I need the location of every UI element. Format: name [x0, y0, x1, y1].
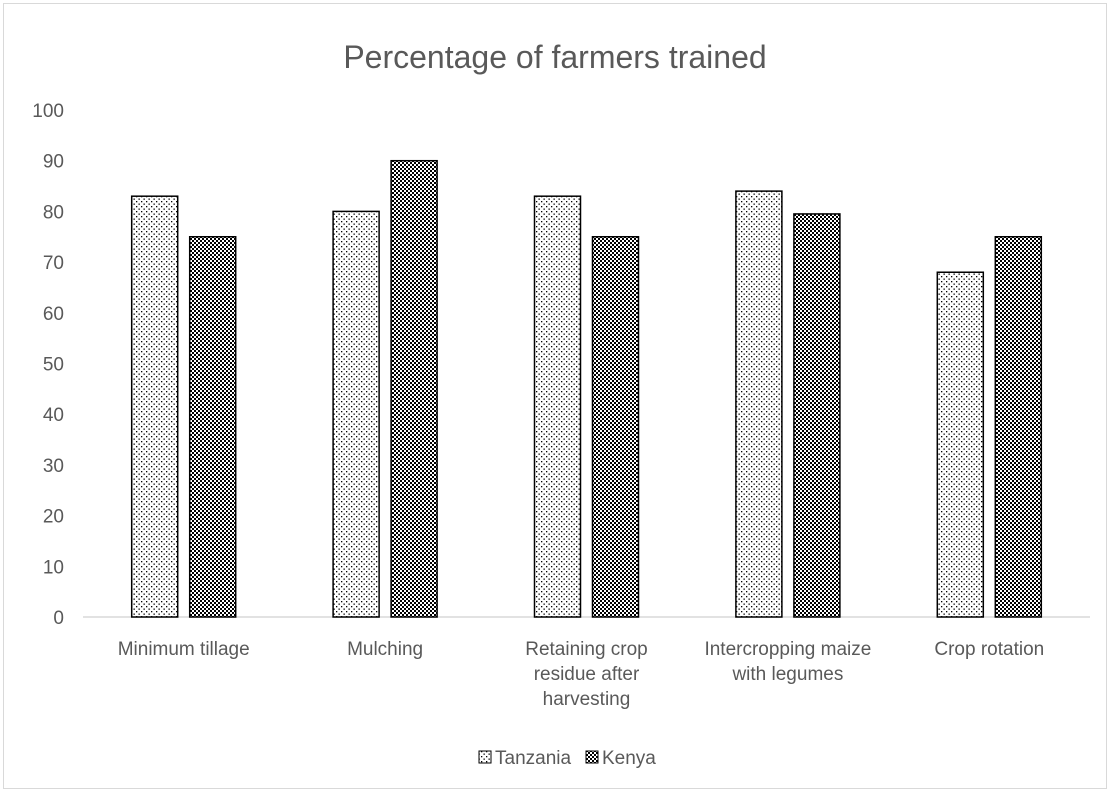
category-labels: Minimum tillage Mulching Retaining crop res…: [118, 639, 1045, 710]
x-category-label: Retaining crop residue after harvesting: [525, 639, 648, 710]
y-tick-label: 30: [43, 456, 64, 477]
y-axis-ticks: 0 10 20 30 40 50 60 70 80 90 100: [32, 101, 64, 629]
legend-swatch-kenya: [585, 750, 599, 764]
bar-kenya: [793, 213, 841, 618]
bar-kenya: [390, 159, 438, 618]
bar-tanzania: [332, 210, 380, 618]
bar-tanzania: [735, 190, 783, 618]
x-category-label: Mulching: [347, 639, 423, 660]
bar-tanzania: [130, 195, 179, 618]
bar-kenya: [188, 236, 237, 618]
legend-label-tanzania: Tanzania: [495, 748, 571, 769]
y-tick-label: 100: [32, 101, 64, 122]
y-tick-label: 70: [43, 253, 64, 274]
bar-tanzania: [936, 271, 985, 618]
y-tick-label: 20: [43, 507, 64, 528]
x-category-label: Intercropping maize with legumes: [704, 639, 871, 685]
y-tick-label: 90: [43, 152, 64, 173]
y-tick-label: 40: [43, 405, 64, 426]
bar-kenya: [591, 236, 640, 618]
bars: [130, 159, 1043, 618]
y-tick-label: 0: [53, 608, 64, 629]
legend-label-kenya: Kenya: [602, 748, 656, 769]
y-tick-label: 10: [43, 557, 64, 578]
chart-title: Percentage of farmers trained: [343, 39, 766, 75]
legend: Tanzania Kenya: [478, 748, 656, 769]
bar-tanzania: [533, 195, 582, 618]
y-tick-label: 80: [43, 202, 64, 223]
x-category-label: Minimum tillage: [118, 639, 250, 660]
y-tick-label: 50: [43, 355, 64, 376]
x-category-label: Crop rotation: [934, 639, 1044, 660]
y-tick-label: 60: [43, 304, 64, 325]
bar-kenya: [994, 236, 1043, 618]
legend-swatch-tanzania: [478, 750, 492, 764]
